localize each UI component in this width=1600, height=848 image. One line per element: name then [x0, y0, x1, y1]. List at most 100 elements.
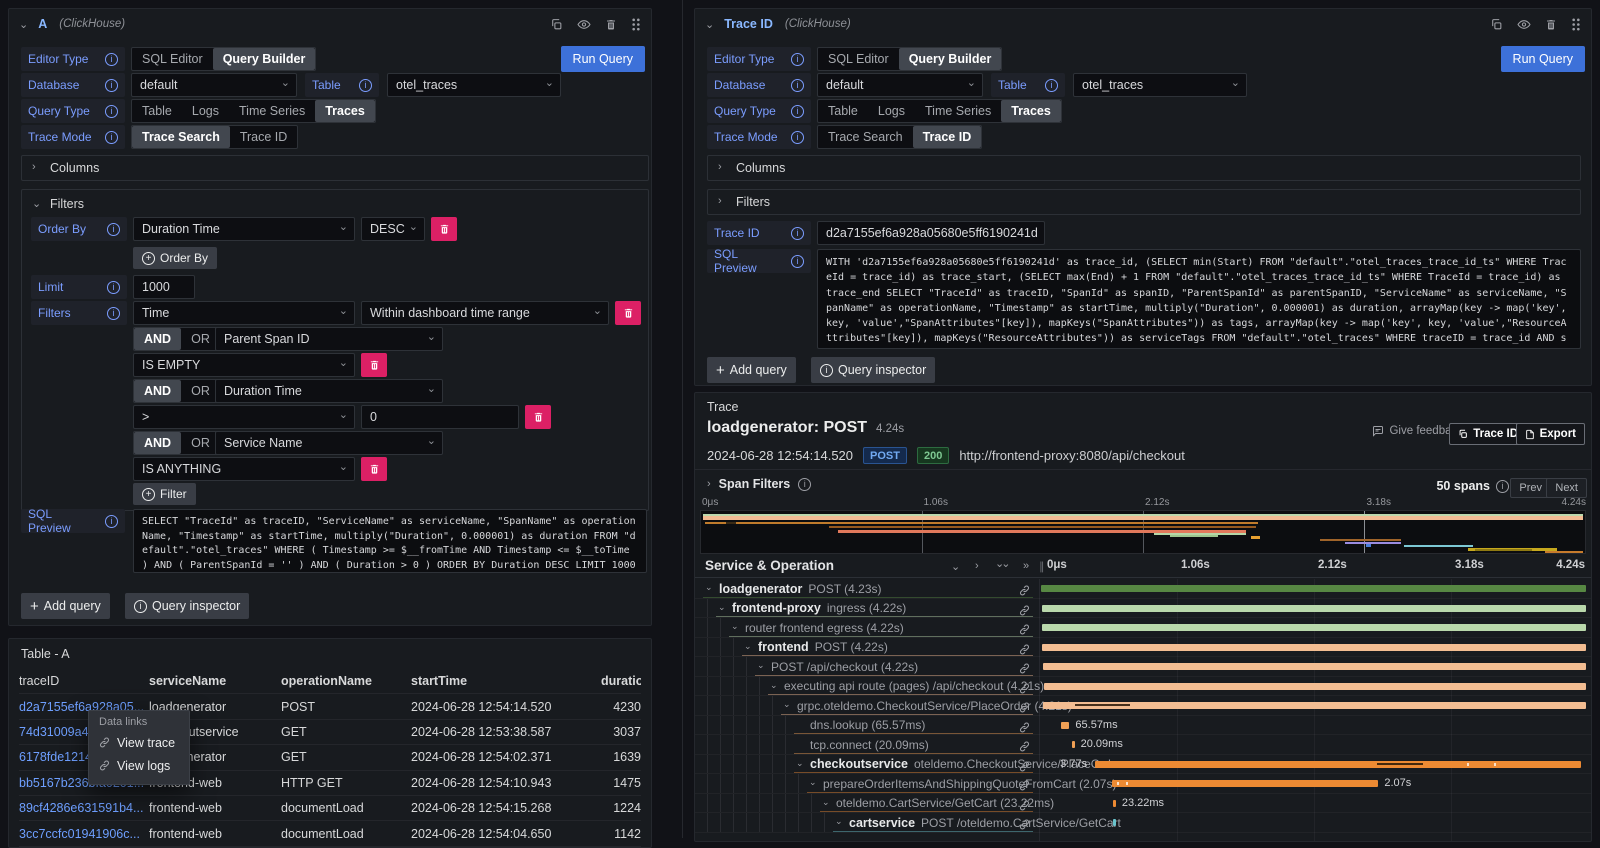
run-query-button[interactable]: Run Query [1500, 46, 1585, 72]
sql-editor-option[interactable]: SQL Editor [142, 52, 203, 66]
and-option[interactable]: AND [134, 380, 182, 402]
info-icon[interactable]: i [105, 514, 118, 528]
span-row[interactable]: ⌄ cartservice POST /oteldemo.CartService/G… [695, 813, 1591, 833]
query-type-timeseries[interactable]: Time Series [239, 104, 306, 118]
span-expand-icon[interactable]: ⌄ [757, 660, 765, 670]
info-icon[interactable]: i [107, 222, 120, 236]
span-expand-icon[interactable]: ⌄ [809, 777, 817, 787]
condition-field-select[interactable]: Parent Span ID [215, 327, 443, 351]
trace-id-option[interactable]: Trace ID [912, 126, 982, 148]
condition-op-select[interactable]: IS EMPTY [133, 353, 355, 377]
span-row[interactable]: ⌄ POST /api/checkout (4.22s) [695, 657, 1591, 677]
collapse-one-icon[interactable]: ⌄ [951, 561, 961, 573]
query-ref-title[interactable]: Trace ID [724, 17, 773, 31]
span-bar[interactable] [1095, 760, 1581, 768]
span-row[interactable]: ⌄ frontend-proxy ingress (4.22s) [695, 598, 1591, 621]
span-bar[interactable] [1044, 682, 1587, 690]
order-by-field-select[interactable]: Duration Time [133, 217, 355, 241]
span-link-icon[interactable] [1019, 817, 1030, 835]
query-inspector-button[interactable]: i Query inspector [125, 593, 250, 619]
query-type-timeseries[interactable]: Time Series [925, 104, 992, 118]
query-type-table[interactable]: Table [828, 104, 858, 118]
span-row[interactable]: ⌄ executing api route (pages) /api/checko… [695, 676, 1591, 696]
span-expand-icon[interactable]: ⌄ [770, 679, 778, 690]
give-feedback-link[interactable]: Give feedback [1372, 425, 1463, 437]
or-option[interactable]: OR [191, 384, 210, 398]
query-type-logs[interactable]: Logs [191, 104, 219, 118]
query-builder-option[interactable]: Query Builder [212, 48, 316, 70]
info-icon[interactable]: i [1496, 479, 1509, 493]
remove-condition-button[interactable] [361, 353, 387, 377]
span-expand-icon[interactable]: ⌄ [783, 699, 791, 709]
trace-id-option[interactable]: Trace ID [239, 130, 288, 144]
query-type-traces[interactable]: Traces [1001, 100, 1061, 122]
span-row[interactable]: ⌄ frontend POST (4.22s) [695, 637, 1591, 660]
sql-editor-option[interactable]: SQL Editor [828, 52, 889, 66]
span-row[interactable]: ⌄ grpc.oteldemo.CheckoutService/PlaceOrde… [695, 696, 1591, 716]
span-link-icon[interactable] [1019, 661, 1030, 679]
add-query-button[interactable]: + Add query [707, 357, 796, 383]
span-link-icon[interactable] [1019, 700, 1030, 718]
trace-search-option[interactable]: Trace Search [132, 126, 230, 148]
span-row[interactable]: ⌄ router frontend egress (4.22s) [695, 618, 1591, 638]
next-span-button[interactable]: Next [1546, 478, 1587, 498]
remove-order-by-button[interactable] [431, 217, 457, 241]
span-bar[interactable] [1061, 721, 1070, 729]
or-option[interactable]: OR [191, 436, 210, 450]
add-order-by-button[interactable]: + Order By [133, 247, 218, 269]
remove-condition-button[interactable] [361, 457, 387, 481]
hide-response-icon[interactable] [1517, 18, 1531, 31]
trace-panel-title[interactable]: Trace [707, 400, 739, 414]
table-panel-title[interactable]: Table - A [21, 647, 70, 661]
query-inspector-button[interactable]: i Query inspector [811, 357, 936, 383]
span-row[interactable]: ⌄ oteldemo.CartService/GetCart (23.22ms) 2… [695, 793, 1591, 816]
span-expand-icon[interactable]: ⌄ [796, 757, 804, 768]
span-row[interactable]: tcp.connect (20.09ms) 20.09ms [695, 735, 1591, 755]
info-icon[interactable]: i [105, 52, 118, 66]
span-filters-label[interactable]: Span Filters [718, 477, 791, 491]
span-link-icon[interactable] [1019, 583, 1030, 601]
span-bar[interactable] [1071, 741, 1075, 748]
duplicate-icon[interactable] [550, 18, 563, 31]
database-select[interactable]: default [817, 73, 983, 97]
trace-id-input[interactable]: d2a7155ef6a928a05680e5ff6190241d [817, 221, 1045, 245]
span-expand-icon[interactable]: ⌄ [835, 816, 843, 826]
span-link-icon[interactable] [1019, 798, 1030, 816]
span-bar[interactable] [1111, 780, 1379, 787]
filter-field-select[interactable]: Time [133, 301, 355, 325]
drag-handle-icon[interactable] [1571, 18, 1581, 31]
span-bar[interactable] [1042, 624, 1586, 631]
span-row[interactable]: ⌄ prepareOrderItemsAndShippingQuoteFromCa… [695, 774, 1591, 794]
drag-handle-icon[interactable] [631, 18, 641, 31]
query-type-table[interactable]: Table [142, 104, 172, 118]
trace-id-link[interactable]: 3cc7ccfc01941906c... [19, 826, 140, 841]
condition-op-select[interactable]: IS ANYTHING [133, 457, 355, 481]
span-row[interactable]: ⌄ checkoutservice oteldemo.CheckoutService… [695, 754, 1591, 777]
span-expand-icon[interactable]: ⌄ [705, 582, 713, 592]
remove-condition-button[interactable] [525, 405, 551, 429]
info-icon[interactable]: i [791, 130, 804, 144]
view-trace-link[interactable]: View trace [99, 731, 179, 754]
add-query-button[interactable]: + Add query [21, 593, 110, 619]
span-link-icon[interactable] [1019, 603, 1030, 621]
span-bar[interactable] [1042, 643, 1586, 651]
span-bar[interactable] [1042, 702, 1586, 709]
span-link-icon[interactable] [1019, 622, 1030, 640]
span-bar[interactable] [1112, 799, 1116, 807]
info-icon[interactable]: i [791, 254, 804, 268]
span-expand-icon[interactable]: ⌄ [718, 601, 726, 612]
table-select[interactable]: otel_traces [387, 73, 561, 97]
hide-response-icon[interactable] [577, 18, 591, 31]
span-link-icon[interactable] [1019, 642, 1030, 660]
order-direction-select[interactable]: DESC [361, 217, 425, 241]
columns-section[interactable]: › Columns [21, 155, 649, 181]
remove-filter-button[interactable] [615, 301, 641, 325]
prev-span-button[interactable]: Prev [1510, 478, 1551, 498]
info-icon[interactable]: i [791, 226, 804, 240]
filters-collapse-icon[interactable]: ⌄ [32, 198, 42, 210]
and-option[interactable]: AND [134, 328, 182, 350]
delete-query-icon[interactable] [605, 18, 617, 31]
span-link-icon[interactable] [1019, 759, 1030, 777]
condition-field-select[interactable]: Duration Time [215, 379, 443, 403]
query-ref-title[interactable]: A [38, 17, 48, 31]
